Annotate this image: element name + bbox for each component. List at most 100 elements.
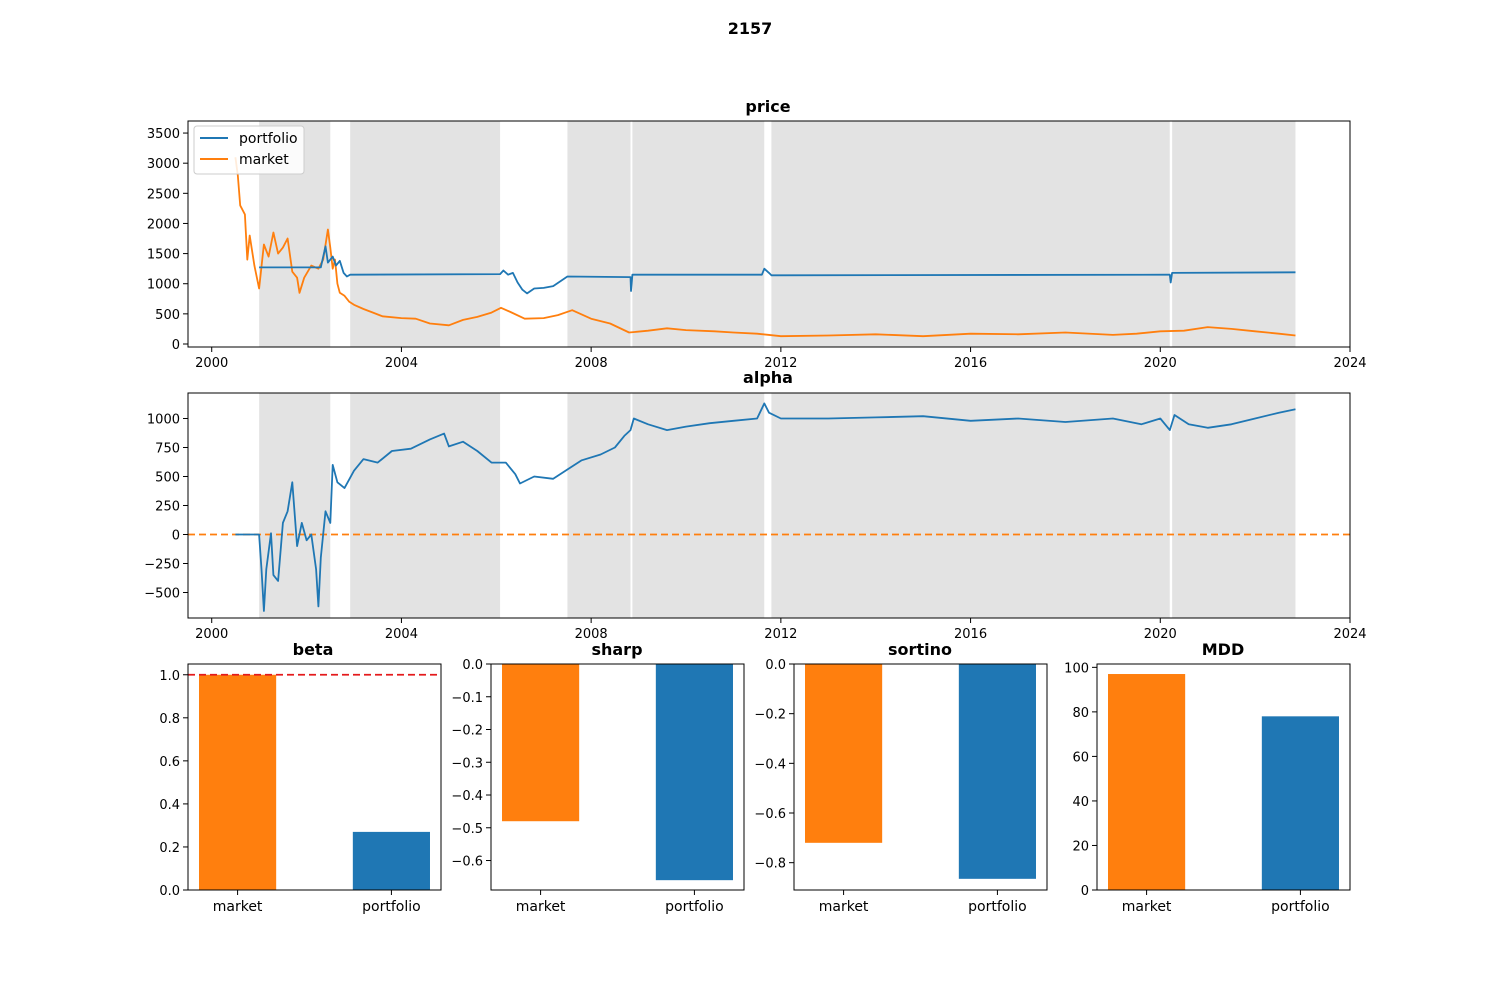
y-tick-label: −0.5: [451, 822, 483, 837]
x-tick-label: 2016: [954, 356, 987, 371]
y-tick-label: 0: [172, 528, 180, 543]
sharp-chart-title: sharp: [591, 640, 642, 659]
portfolio-bar: [958, 664, 1036, 879]
portfolio-bar: [352, 831, 430, 890]
legend-portfolio-label: portfolio: [239, 131, 298, 147]
y-tick-label: 0: [1081, 884, 1089, 899]
x-tick-label: market: [516, 899, 566, 915]
y-tick-label: −0.6: [451, 855, 483, 870]
y-tick-label: 1000: [147, 278, 180, 293]
shaded-period: [1172, 121, 1296, 347]
y-tick-label: 0.6: [159, 755, 180, 770]
y-tick-label: −0.6: [754, 807, 786, 822]
plot-frame: [793, 663, 1048, 891]
y-tick-label: 100: [1064, 661, 1089, 676]
shaded-period: [632, 121, 765, 347]
y-tick-label: 2500: [147, 187, 180, 202]
beta-chart-title: beta: [293, 640, 334, 659]
y-tick-label: 0: [172, 338, 180, 353]
y-tick-label: 0.0: [765, 658, 786, 673]
shaded-period: [771, 121, 1170, 347]
x-tick-label: 2020: [1144, 356, 1177, 371]
y-tick-label: 0.0: [462, 658, 483, 673]
y-tick-label: 3500: [147, 127, 180, 142]
y-tick-label: −0.2: [451, 724, 483, 739]
y-tick-label: 0.8: [159, 712, 180, 727]
shaded-period: [1172, 393, 1296, 618]
x-tick-label: 2000: [195, 356, 228, 371]
sortino-chart-title: sortino: [888, 640, 952, 659]
y-tick-label: 0.0: [159, 884, 180, 899]
plot-frame: [187, 120, 1351, 348]
x-tick-label: 2000: [195, 627, 228, 642]
sortino-chart: sortino market portfolio −0.8 −0.6 −0.4 −0.2 0…: [754, 640, 1048, 915]
shaded-period: [350, 393, 501, 618]
y-tick-label: 0.2: [159, 841, 180, 856]
price-chart-title: price: [745, 97, 790, 116]
y-tick-label: −0.1: [451, 691, 483, 706]
legend-market-label: market: [239, 152, 289, 168]
x-tick-label: 2012: [764, 627, 797, 642]
x-tick-label: market: [213, 899, 263, 915]
x-tick-label: portfolio: [1271, 899, 1330, 915]
market-line: [234, 157, 1296, 338]
shaded-period: [350, 121, 501, 347]
x-tick-label: 2012: [764, 356, 797, 371]
y-tick-label: 500: [155, 308, 180, 323]
y-tick-label: −0.2: [754, 708, 786, 723]
y-tick-label: −500: [144, 586, 180, 601]
y-tick-label: 250: [155, 500, 180, 515]
beta-chart: beta market portfolio 0.0 0.2 0.4 0.6 0.8 1.0: [159, 640, 442, 915]
shaded-period: [632, 393, 765, 618]
mdd-chart-title: MDD: [1202, 640, 1244, 659]
plot-frame: [490, 663, 745, 891]
portfolio-line: [259, 245, 1296, 295]
market-bar: [1108, 674, 1186, 890]
x-tick-label: 2024: [1333, 627, 1366, 642]
y-tick-label: −0.3: [451, 756, 483, 771]
x-tick-label: market: [1122, 899, 1172, 915]
y-tick-label: −0.4: [754, 757, 786, 772]
y-tick-label: 2000: [147, 217, 180, 232]
y-tick-label: −0.4: [451, 789, 483, 804]
x-tick-label: market: [819, 899, 869, 915]
alpha-chart-title: alpha: [743, 368, 793, 387]
y-tick-label: 60: [1072, 750, 1089, 765]
x-tick-label: 2016: [954, 627, 987, 642]
x-tick-label: 2008: [575, 356, 608, 371]
x-tick-label: 2008: [575, 627, 608, 642]
y-tick-label: 1.0: [159, 669, 180, 684]
market-bar: [199, 674, 277, 890]
sharp-chart: sharp market portfolio −0.6 −0.5 −0.4 −0.3 −0.…: [451, 640, 745, 915]
y-tick-label: 0.4: [159, 798, 180, 813]
plot-frame: [1096, 663, 1351, 891]
y-tick-label: 750: [155, 442, 180, 457]
x-tick-label: portfolio: [968, 899, 1027, 915]
x-tick-label: 2004: [385, 627, 418, 642]
y-tick-label: 40: [1072, 795, 1089, 810]
market-bar: [805, 664, 883, 843]
shaded-period: [567, 121, 631, 347]
portfolio-bar: [655, 664, 733, 881]
shaded-period: [771, 393, 1170, 618]
portfolio-bar: [1261, 716, 1339, 890]
x-tick-label: 2020: [1144, 627, 1177, 642]
y-tick-label: 3000: [147, 157, 180, 172]
y-tick-label: 20: [1072, 839, 1089, 854]
x-tick-label: 2004: [385, 356, 418, 371]
y-tick-label: 1000: [147, 413, 180, 428]
price-legend: portfolio market: [193, 125, 305, 175]
x-tick-label: portfolio: [362, 899, 421, 915]
market-bar: [502, 664, 580, 822]
y-tick-label: 80: [1072, 706, 1089, 721]
mdd-chart: MDD market portfolio 0 20 40 60 80 100: [1064, 640, 1351, 915]
y-tick-label: 1500: [147, 248, 180, 263]
figure-title: 2157: [728, 19, 773, 38]
plot-frame: [187, 663, 442, 891]
x-tick-label: portfolio: [665, 899, 724, 915]
shaded-period: [567, 393, 631, 618]
price-chart: price 2000 2004 2008 2012 2016 2020 2024 0 500 10…: [147, 97, 1367, 371]
alpha-chart: alpha 2000 2004 2008 2012 2016 2020 2024 −500 −2…: [144, 368, 1366, 642]
y-tick-label: 500: [155, 471, 180, 486]
